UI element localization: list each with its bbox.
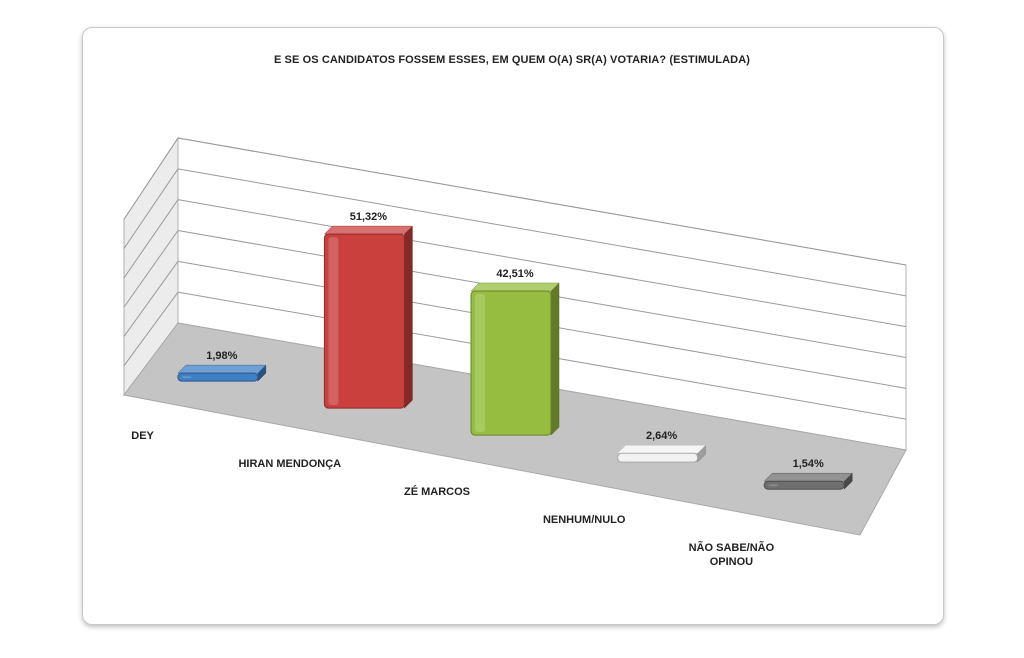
data-label: 2,64% — [646, 430, 677, 442]
category-label: NÃO SABE/NÃO — [689, 541, 775, 554]
data-label: 1,98% — [206, 350, 237, 362]
bar-highlight — [475, 293, 485, 433]
gridline — [123, 137, 179, 220]
bar-top — [763, 472, 853, 482]
data-label: 51,32% — [350, 211, 388, 223]
bar-top — [616, 444, 707, 454]
gridline — [177, 199, 907, 328]
bar-side — [404, 225, 413, 409]
bar-highlight — [328, 237, 339, 406]
gridline — [123, 261, 179, 337]
gridline — [177, 168, 907, 297]
bar-highlight — [181, 376, 192, 379]
category-label: OPINOU — [710, 556, 753, 568]
bar-top — [470, 282, 560, 292]
gridline — [177, 137, 907, 266]
data-label: 1,54% — [793, 458, 824, 470]
bar-top — [323, 225, 414, 235]
gridline — [123, 230, 179, 308]
bar-highlight — [621, 456, 632, 460]
bar — [177, 372, 259, 382]
bar-highlight — [768, 484, 779, 487]
category-label: NENHUM/NULO — [543, 514, 626, 526]
gridline — [123, 199, 179, 279]
gridline — [123, 291, 179, 367]
bar — [323, 233, 405, 409]
category-label: ZÉ MARCOS — [404, 485, 470, 498]
gridline — [123, 168, 179, 249]
data-label: 42,51% — [496, 268, 534, 280]
bar — [763, 480, 845, 490]
bar — [617, 452, 699, 463]
category-label: HIRAN MENDONÇA — [238, 458, 341, 470]
chart-title: E SE OS CANDIDATOS FOSSEM ESSES, EM QUEM… — [273, 54, 751, 66]
bar-top — [177, 364, 267, 374]
category-label: DEY — [131, 430, 154, 442]
bar — [470, 290, 552, 436]
bar-side — [550, 282, 560, 436]
